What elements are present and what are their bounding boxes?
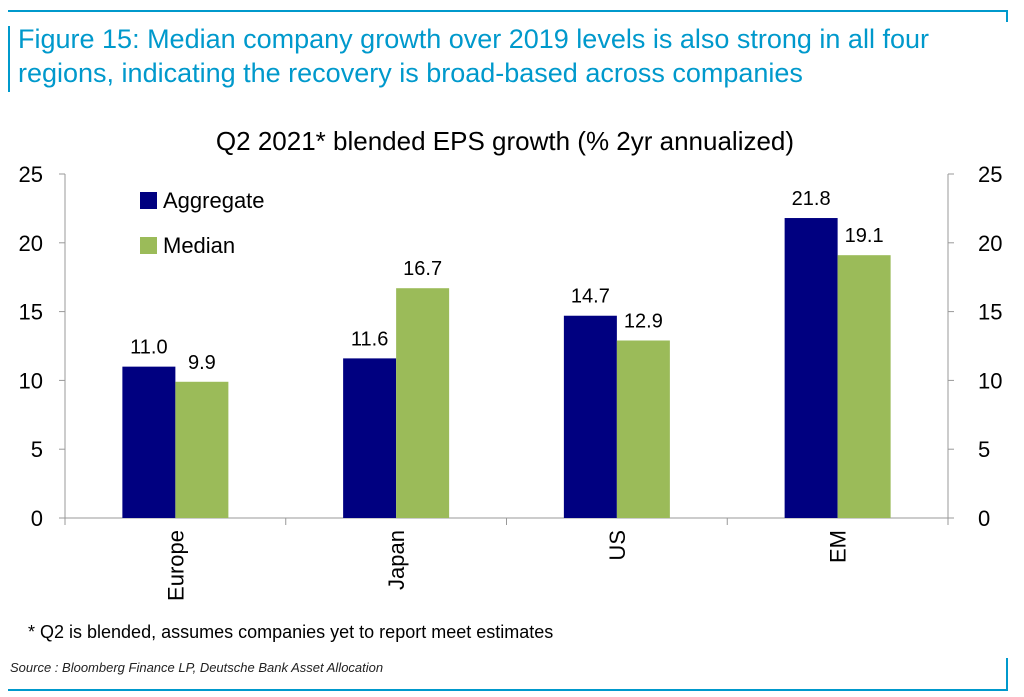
data-label-aggregate-us: 14.7 [571,286,610,308]
y-tick-label-left: 0 [31,506,43,531]
legend-swatch-median [140,237,157,254]
bar-median-europe [175,381,229,518]
y-tick-label-left: 20 [19,231,43,256]
legend-label-median: Median [163,233,235,258]
frame-top-border [8,10,1008,12]
x-tick-label-japan: Japan [384,530,409,590]
bar-aggregate-us [563,315,617,518]
data-label-aggregate-japan: 11.6 [351,328,388,350]
frame-left-border [8,26,10,92]
y-tick-label-left: 25 [19,162,43,187]
x-tick-label-europe: Europe [163,530,188,601]
y-tick-label-right: 0 [978,506,990,531]
data-label-aggregate-em: 21.8 [792,188,831,210]
y-tick-label-left: 5 [31,437,43,462]
chart-title: Q2 2021* blended EPS growth (% 2yr annua… [216,126,794,156]
footnote: * Q2 is blended, assumes companies yet t… [28,622,554,642]
y-tick-label-right: 10 [978,368,1002,393]
frame-bottom-right-border [1006,658,1008,691]
legend-swatch-aggregate [140,192,157,209]
legend-label-aggregate: Aggregate [163,188,265,213]
figure-title: Figure 15: Median company growth over 20… [18,24,929,88]
frame-bottom-border [8,689,1006,691]
bar-median-japan [396,288,450,518]
bar-median-em [837,255,891,518]
data-label-aggregate-europe: 11.0 [130,337,167,359]
y-tick-label-right: 20 [978,231,1002,256]
y-tick-label-left: 10 [19,368,43,393]
x-tick-label-em: EM [826,530,851,563]
data-label-median-europe: 9.9 [188,352,216,374]
data-label-median-em: 19.1 [845,225,884,247]
x-tick-label-us: US [605,530,630,561]
source-note: Source : Bloomberg Finance LP, Deutsche … [10,660,384,675]
y-tick-label-right: 5 [978,437,990,462]
data-label-median-us: 12.9 [624,310,663,332]
y-tick-label-right: 25 [978,162,1002,187]
bar-chart: Q2 2021* blended EPS growth (% 2yr annua… [19,126,1003,601]
frame-top-right-border [1006,10,1008,22]
bar-aggregate-japan [343,358,397,518]
data-label-median-japan: 16.7 [403,258,442,280]
y-tick-label-right: 15 [978,300,1002,325]
y-tick-label-left: 15 [19,300,43,325]
bar-aggregate-em [784,218,838,519]
bar-median-us [616,340,670,518]
bar-aggregate-europe [122,366,176,518]
